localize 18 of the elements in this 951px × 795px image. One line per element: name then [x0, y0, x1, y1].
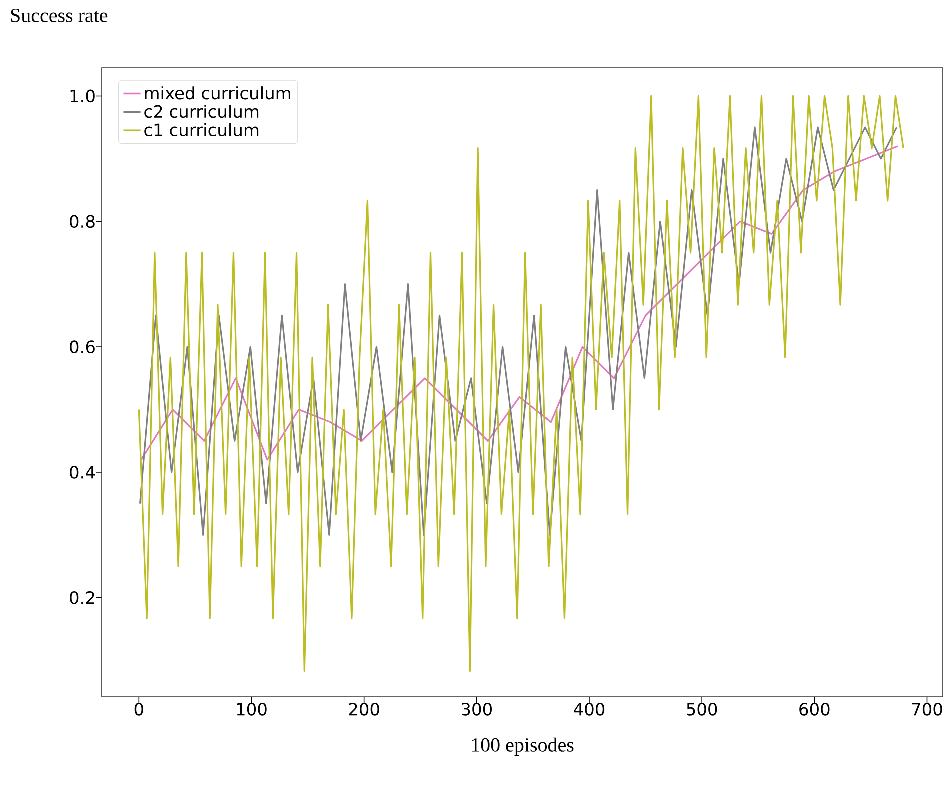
x-tick-label: 600 [800, 702, 830, 716]
x-tick-label: 100 [237, 702, 267, 716]
legend-label: c2 curriculum [144, 104, 259, 118]
y-tick-label: 0.4 [70, 466, 96, 479]
x-tick-label: 700 [912, 702, 942, 716]
x-tick-label: 500 [687, 702, 718, 716]
legend-label: mixed curriculum [145, 86, 290, 100]
y-tick-label: 0.8 [70, 215, 95, 228]
x-tick-label: 0 [134, 702, 144, 716]
y-tick-label: 1.0 [70, 90, 95, 103]
x-tick-label: 300 [462, 702, 492, 716]
y-tick-label: 0.6 [70, 340, 95, 354]
legend-label: c1 curriculum [144, 123, 259, 137]
y-axis-title: Success rate [11, 8, 108, 22]
x-axis-title: 100 episodes [472, 738, 574, 756]
x-tick-label: 400 [574, 702, 605, 716]
x-tick-label: 200 [349, 702, 380, 716]
y-tick-label: 0.2 [70, 591, 94, 604]
